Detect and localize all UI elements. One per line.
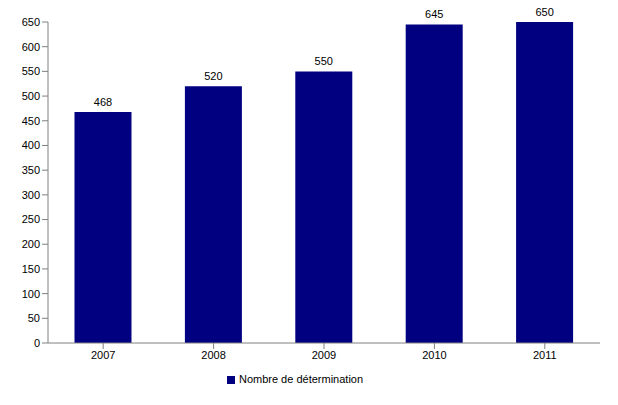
svg-text:200: 200 [22,238,40,250]
svg-text:2011: 2011 [533,349,557,361]
svg-text:600: 600 [22,41,40,53]
svg-text:2007: 2007 [91,349,115,361]
svg-text:300: 300 [22,189,40,201]
svg-text:450: 450 [22,115,40,127]
svg-text:650: 650 [22,16,40,28]
svg-text:550: 550 [315,55,333,67]
svg-text:0: 0 [34,337,40,349]
svg-text:400: 400 [22,139,40,151]
svg-text:150: 150 [22,263,40,275]
svg-text:2008: 2008 [201,349,225,361]
svg-text:500: 500 [22,90,40,102]
svg-text:100: 100 [22,288,40,300]
svg-text:468: 468 [94,96,112,108]
svg-text:520: 520 [204,70,222,82]
svg-text:650: 650 [535,6,553,18]
html-text:Nombre de détermination: Nombre de détermination [238,373,364,385]
svg-text:2010: 2010 [422,349,446,361]
svg-text:250: 250 [22,213,40,225]
svg-text:350: 350 [22,164,40,176]
svg-text:50: 50 [28,312,40,324]
svg-text:2009: 2009 [312,349,336,361]
svg-text:550: 550 [22,65,40,77]
svg-text:645: 645 [425,8,443,20]
